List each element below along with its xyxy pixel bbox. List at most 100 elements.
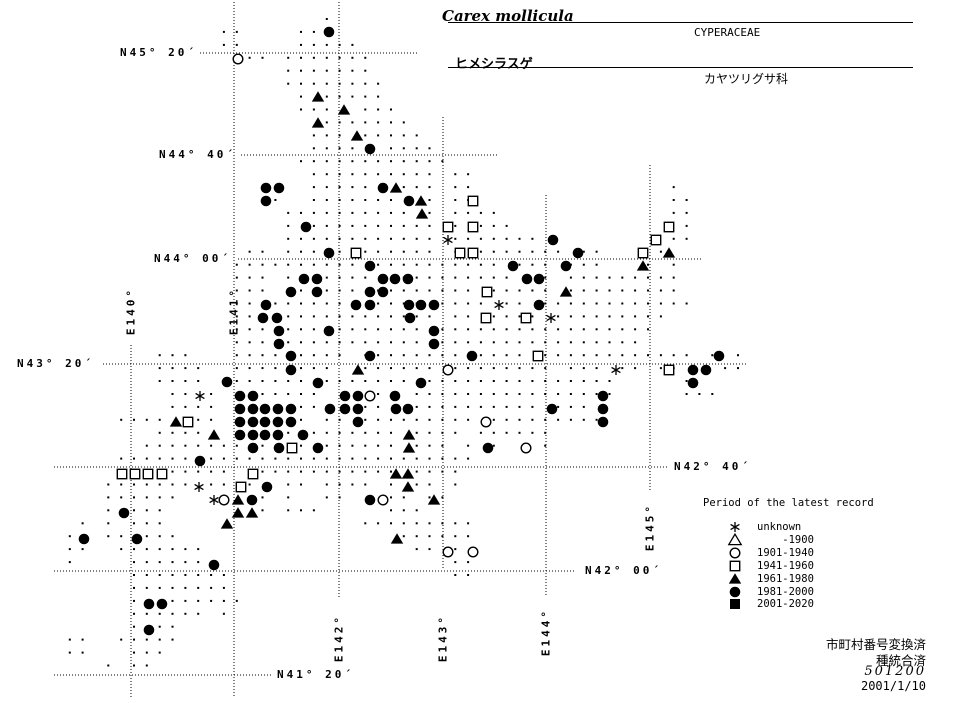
mesh-dot xyxy=(325,69,328,72)
record-symbol-open-circle xyxy=(520,442,532,454)
mesh-dot xyxy=(184,586,187,589)
mesh-dot xyxy=(390,328,392,331)
mesh-dot xyxy=(415,237,418,240)
mesh-dot xyxy=(441,496,444,499)
mesh-dot xyxy=(492,380,495,382)
mesh-dot xyxy=(479,211,482,214)
mesh-dot xyxy=(402,173,405,176)
mesh-dot xyxy=(698,393,701,395)
mesh-dot xyxy=(351,43,354,46)
mesh-dot xyxy=(582,367,585,370)
mesh-dot xyxy=(569,289,572,292)
record-symbol-asterisk xyxy=(494,300,504,310)
mesh-dot xyxy=(81,522,84,525)
mesh-dot xyxy=(171,470,174,473)
record-symbol-filled-triangle xyxy=(402,429,416,440)
mesh-dot xyxy=(377,108,380,111)
mesh-dot xyxy=(364,160,367,163)
mesh-dot xyxy=(582,263,585,266)
mesh-dot xyxy=(467,315,470,318)
mesh-dot xyxy=(158,380,161,382)
mesh-dot xyxy=(364,444,367,447)
mesh-dot xyxy=(402,160,405,163)
mesh-dot xyxy=(582,341,585,344)
record-symbol-filled-circle xyxy=(466,350,478,362)
mesh-dot xyxy=(505,367,508,370)
mesh-dot xyxy=(300,470,302,473)
record-symbol-filled-circle xyxy=(404,312,416,324)
mesh-dot xyxy=(300,56,302,59)
mesh-dot xyxy=(634,315,637,318)
mesh-dot xyxy=(312,108,315,111)
mesh-dot xyxy=(312,367,315,370)
mesh-dot xyxy=(312,250,315,253)
mesh-dot xyxy=(544,276,547,279)
mesh-dot xyxy=(428,470,431,473)
mesh-dot xyxy=(531,328,534,331)
record-symbol-filled-circle xyxy=(403,299,415,311)
mesh-dot xyxy=(505,393,508,395)
mesh-dot xyxy=(659,302,662,305)
mesh-dot xyxy=(595,393,598,395)
mesh-dot xyxy=(287,457,290,460)
mesh-dot xyxy=(467,405,470,408)
record-symbol-filled-circle xyxy=(273,442,285,454)
record-symbol-filled-triangle xyxy=(389,182,403,193)
record-symbol-filled-circle xyxy=(234,416,246,428)
mesh-dot xyxy=(441,457,444,460)
mesh-dot xyxy=(505,431,508,434)
mesh-dot xyxy=(390,431,392,434)
mesh-dot xyxy=(171,367,174,370)
record-symbol-open-circle xyxy=(364,390,376,402)
mesh-dot xyxy=(248,276,251,279)
record-symbol-filled-circle xyxy=(300,221,312,233)
mesh-dot xyxy=(479,328,482,331)
mesh-dot xyxy=(634,328,637,331)
mesh-dot xyxy=(325,224,328,227)
mesh-dot xyxy=(415,431,418,434)
mesh-dot xyxy=(621,315,624,318)
mesh-dot xyxy=(248,56,251,59)
mesh-dot xyxy=(467,276,470,279)
record-symbol-filled-circle xyxy=(247,442,259,454)
mesh-dot xyxy=(569,418,572,421)
mesh-dot xyxy=(338,237,341,240)
record-symbol-filled-circle xyxy=(234,403,246,415)
record-symbol-filled-circle xyxy=(402,273,414,285)
mesh-dot xyxy=(222,612,225,615)
mesh-dot xyxy=(531,315,534,318)
legend-symbol-open-triangle xyxy=(727,532,743,546)
mesh-dot xyxy=(261,289,264,292)
record-symbol-filled-triangle xyxy=(311,91,325,102)
mesh-dot xyxy=(312,470,315,473)
record-symbol-filled-circle xyxy=(273,325,285,337)
mesh-dot xyxy=(145,418,148,421)
mesh-dot xyxy=(415,418,418,421)
mesh-dot xyxy=(133,638,135,641)
mesh-dot xyxy=(390,315,392,318)
mesh-dot xyxy=(531,380,534,382)
mesh-dot xyxy=(492,354,495,357)
mesh-dot xyxy=(737,367,739,370)
mesh-dot xyxy=(351,431,354,434)
mesh-dot xyxy=(338,147,341,150)
mesh-dot xyxy=(312,30,315,33)
record-symbol-filled-circle xyxy=(323,26,335,38)
mesh-dot xyxy=(544,289,547,292)
record-symbol-filled-circle xyxy=(364,299,376,311)
mesh-dot xyxy=(454,354,457,357)
legend-symbol-filled-triangle xyxy=(728,573,742,584)
mesh-dot xyxy=(518,405,521,408)
record-symbol-open-square xyxy=(129,468,141,480)
mesh-dot xyxy=(120,483,123,486)
mesh-dot xyxy=(582,393,585,395)
mesh-dot xyxy=(428,444,431,447)
mesh-dot xyxy=(145,522,148,525)
mesh-dot xyxy=(248,302,251,305)
latitude-label: N44° 00´ xyxy=(154,251,231,265)
mesh-dot xyxy=(505,237,508,240)
mesh-dot xyxy=(454,405,457,408)
mesh-dot xyxy=(402,418,405,421)
record-symbol-filled-circle xyxy=(402,403,414,415)
mesh-dot xyxy=(402,211,405,214)
